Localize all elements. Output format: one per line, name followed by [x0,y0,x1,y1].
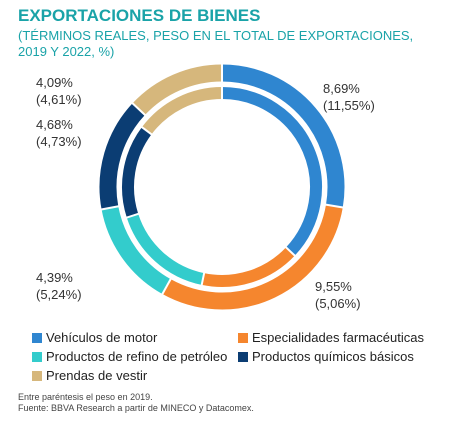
data-label-prendas: 4,09% (4,61%) [36,74,82,108]
legend-label: Especialidades farmacéuticas [252,330,424,345]
legend-item-quimicos: Productos químicos básicos [238,349,414,364]
note-line: Entre paréntesis el peso en 2019. [18,392,153,402]
legend-label: Prendas de vestir [46,368,148,383]
outer-ring-arc-farmaceuticas [162,204,343,310]
inner-ring-arc-prendas [141,87,223,135]
value-2022-farmaceuticas: 9,55% [315,279,352,294]
value-2022-vehiculos: 8,69% [323,81,360,96]
value-2019-prendas: (4,61%) [36,92,82,107]
chart-subtitle: (TÉRMINOS REALES, PESO EN EL TOTAL DE EX… [18,28,414,59]
value-2022-prendas: 4,09% [36,75,73,90]
inner-ring-separator [125,212,140,219]
legend-item-farmaceuticas: Especialidades farmacéuticas [238,330,424,345]
chart-notes: Entre paréntesis el peso en 2019. Fuente… [18,392,254,414]
inner-ring-separator [200,271,206,287]
inner-ring-separator [284,245,297,258]
chart-title: EXPORTACIONES DE BIENES [18,6,261,25]
legend-swatch [238,332,248,343]
data-label-farmaceuticas: 9,55% (5,06%) [315,278,361,312]
inner-ring-arc-vehiculos [221,87,322,256]
outer-ring-arc-vehiculos [221,64,345,208]
outer-ring-arc-quimicos [99,103,146,210]
data-label-quimicos: 4,68% (4,73%) [36,116,82,150]
value-2022-refino: 4,39% [36,270,73,285]
value-2022-quimicos: 4,68% [36,117,73,132]
outer-ring-separator [324,203,344,209]
source-line: Fuente: BBVA Research a partir de MINECO… [18,403,254,413]
legend-item-vehiculos: Vehículos de motor [32,330,157,345]
value-2019-farmaceuticas: (5,06%) [315,296,361,311]
value-2019-quimicos: (4,73%) [36,134,82,149]
outer-ring-arc-prendas [132,64,223,116]
legend-swatch [32,351,42,362]
outer-ring-arc-refino [101,206,171,295]
legend-swatch [238,351,248,362]
donut-chart [99,63,345,310]
inner-ring-arc-refino [126,213,205,285]
outer-ring-separator [161,277,173,296]
value-2019-vehiculos: (11,55%) [323,98,375,113]
legend-swatch [32,332,42,343]
inner-ring-arc-quimicos [122,127,152,218]
legend-label: Productos de refino de petróleo [46,349,228,364]
data-label-refino: 4,39% (5,24%) [36,269,82,303]
legend-label: Productos químicos básicos [252,349,414,364]
value-2019-refino: (5,24%) [36,287,82,302]
legend-item-prendas: Prendas de vestir [32,368,147,383]
legend-label: Vehículos de motor [46,330,158,345]
outer-ring-separator [100,205,120,211]
data-label-vehiculos: 8,69% (11,55%) [323,80,375,114]
legend-item-refino: Productos de refino de petróleo [32,349,227,364]
inner-ring-arc-farmaceuticas [201,247,295,287]
outer-ring-separator [131,101,147,117]
inner-ring-separator [140,125,153,136]
legend-swatch [32,370,42,381]
